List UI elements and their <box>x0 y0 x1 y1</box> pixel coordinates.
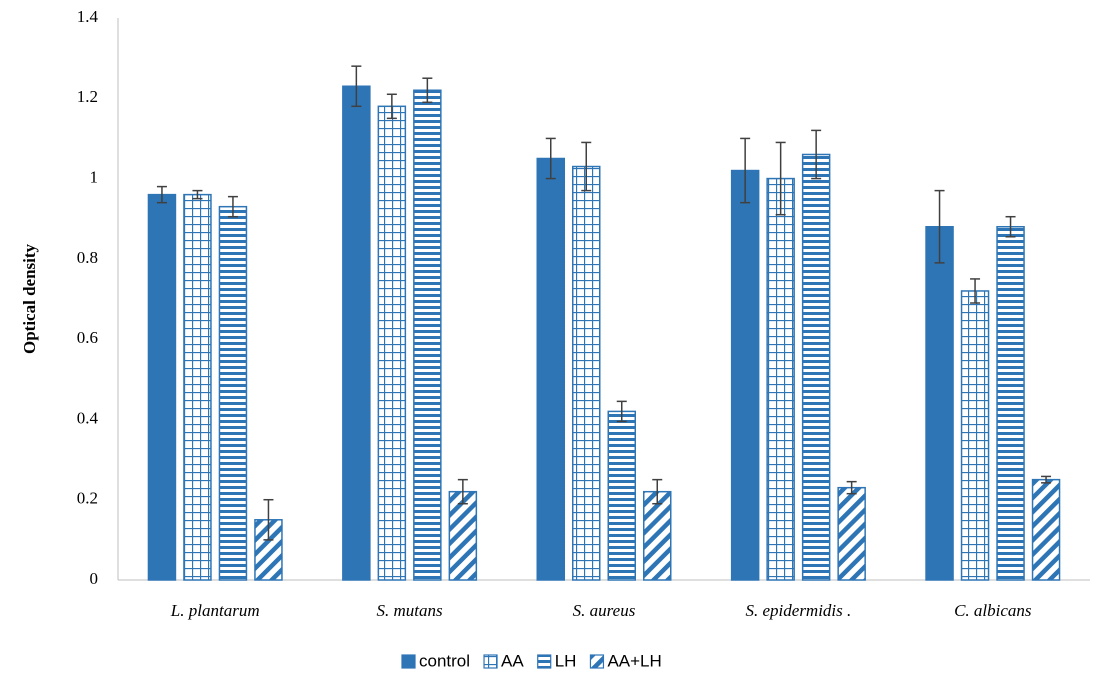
bar-control-s-mutans <box>342 85 371 581</box>
legend-label-aa-lh: AA+LH <box>607 651 661 670</box>
y-tick-label: 1 <box>90 167 99 186</box>
bar-aa-s-aureus <box>572 165 601 581</box>
category-label: L. plantarum <box>170 601 260 620</box>
bar-aa-lh-s-mutans <box>448 490 478 581</box>
legend-swatch-aa <box>483 654 498 669</box>
category-label: C. albicans <box>954 601 1032 620</box>
y-tick-label: 0.2 <box>77 489 98 508</box>
y-tick-label: 0.6 <box>77 328 98 347</box>
legend-swatch-aa-lh <box>589 654 605 669</box>
category-label: S. epidermidis . <box>746 601 852 620</box>
bar-aa-lh-c-albicans <box>1031 478 1061 581</box>
bar-control-l-plantarum <box>147 193 177 581</box>
y-tick-labels: 0 0.2 0.4 0.6 0.8 1 1.2 1.4 <box>77 7 99 588</box>
bar-control-s-epidermidis <box>730 169 760 581</box>
bar-lh-s-aureus <box>607 410 636 581</box>
bar-aa-s-epidermidis <box>766 177 795 581</box>
bar-control-c-albicans <box>925 225 954 581</box>
bar-lh-s-epidermidis <box>801 153 831 581</box>
y-axis-label: Optical density <box>20 243 39 354</box>
bar-aa-s-mutans <box>377 105 407 581</box>
bar-aa-lh-s-epidermidis <box>837 486 866 581</box>
bar-lh-c-albicans <box>996 225 1025 581</box>
bar-lh-s-mutans <box>413 89 442 581</box>
bars <box>147 85 1061 581</box>
y-tick-label: 1.2 <box>77 87 98 106</box>
category-labels: L. plantarum S. mutans S. aureus S. epiderm… <box>170 601 1032 620</box>
legend: control AA LH AA+LH <box>401 651 662 670</box>
y-tick-label: 0.4 <box>77 408 99 427</box>
legend-label-aa: AA <box>501 651 524 670</box>
legend-swatch-lh <box>537 654 552 669</box>
error-bars <box>156 65 1052 541</box>
legend-label-control: control <box>419 651 470 670</box>
y-tick-label: 1.4 <box>77 7 99 26</box>
legend-label-lh: LH <box>555 651 577 670</box>
y-tick-label: 0.8 <box>77 248 98 267</box>
category-label: S. aureus <box>573 601 636 620</box>
bar-aa-l-plantarum <box>183 193 212 581</box>
category-label: S. mutans <box>377 601 444 620</box>
bar-aa-lh-s-aureus <box>643 490 672 581</box>
bar-control-s-aureus <box>536 157 565 581</box>
legend-swatch-control <box>401 654 416 669</box>
bar-aa-c-albicans <box>960 290 990 581</box>
bar-lh-l-plantarum <box>218 205 248 581</box>
y-tick-label: 0 <box>90 569 99 588</box>
